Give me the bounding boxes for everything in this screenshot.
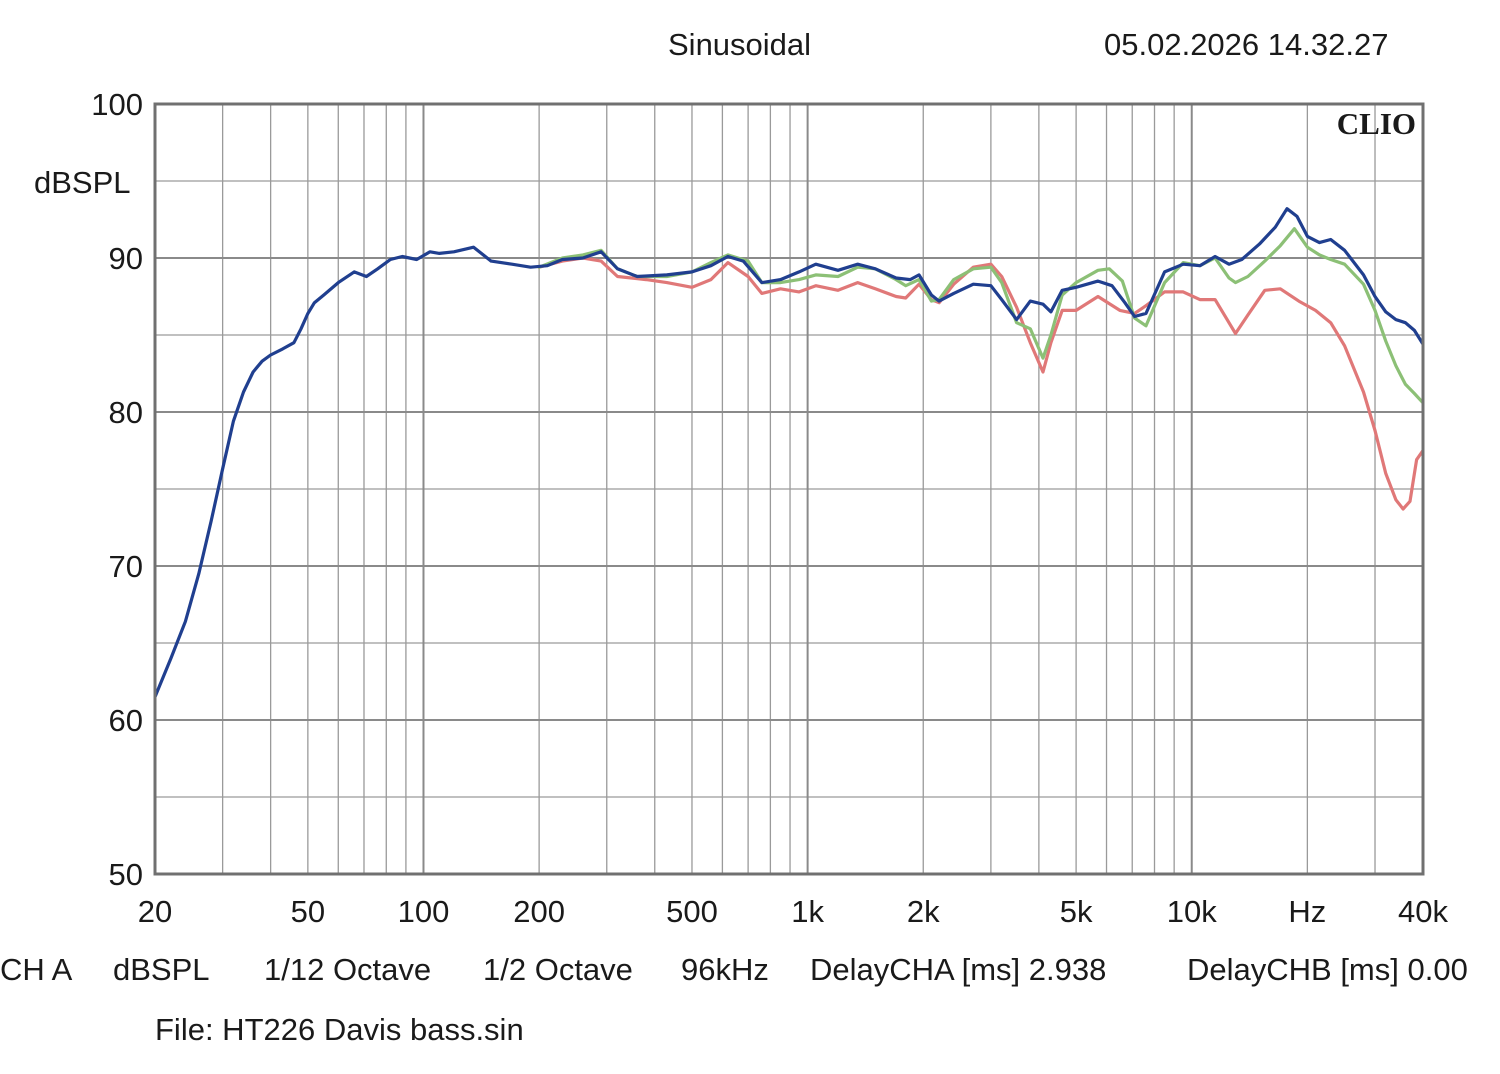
x-tick-label: 200 [513, 894, 565, 929]
y-tick-label: 90 [109, 241, 143, 276]
y-tick-label: 60 [109, 703, 143, 738]
delay-chb-label: DelayCHB [ms] 0.00 [1187, 952, 1468, 987]
y-axis-label: dBSPL [34, 165, 131, 200]
resolution-label: 1/2 Octave [483, 952, 633, 987]
y-tick-label: 80 [109, 395, 143, 430]
x-tick-label: 10k [1167, 894, 1217, 929]
unit-label: dBSPL [113, 952, 210, 987]
file-name: File: HT226 Davis bass.sin [155, 1012, 524, 1047]
smoothing-label: 1/12 Octave [264, 952, 432, 987]
series-layer [155, 207, 1423, 699]
x-tick-label: 2k [907, 894, 940, 929]
sample-rate-label: 96kHz [681, 952, 769, 987]
minor-grid [155, 104, 1423, 874]
x-tick-label: 100 [398, 894, 450, 929]
x-tick-label: Hz [1288, 894, 1326, 929]
series-blue-line [155, 207, 1423, 699]
x-tick-label: 50 [291, 894, 325, 929]
x-tick-label: 20 [138, 894, 172, 929]
x-tick-labels: 20 50 100 200 500 1k 2k 5k 10k Hz 40k [138, 894, 1449, 929]
x-tick-label: 500 [666, 894, 718, 929]
y-tick-labels: 100 90 80 70 60 50 [91, 87, 143, 892]
delay-cha-label: DelayCHA [ms] 2.938 [810, 952, 1107, 987]
chart-title: Sinusoidal [668, 27, 812, 62]
x-tick-label: 1k [791, 894, 824, 929]
clio-logo: CLIO [1337, 106, 1416, 141]
y-tick-label: 70 [109, 549, 143, 584]
x-tick-label: 40k [1398, 894, 1448, 929]
x-tick-label: 5k [1060, 894, 1093, 929]
channel-label: CH A [0, 952, 73, 987]
y-tick-label: 100 [91, 87, 143, 122]
y-tick-label: 50 [109, 857, 143, 892]
timestamp: 05.02.2026 14.32.27 [1104, 27, 1389, 62]
series-red-line [537, 256, 1423, 511]
info-bar: CH A dBSPL 1/12 Octave 1/2 Octave 96kHz … [0, 952, 1500, 996]
plot-frame [153, 102, 1425, 876]
